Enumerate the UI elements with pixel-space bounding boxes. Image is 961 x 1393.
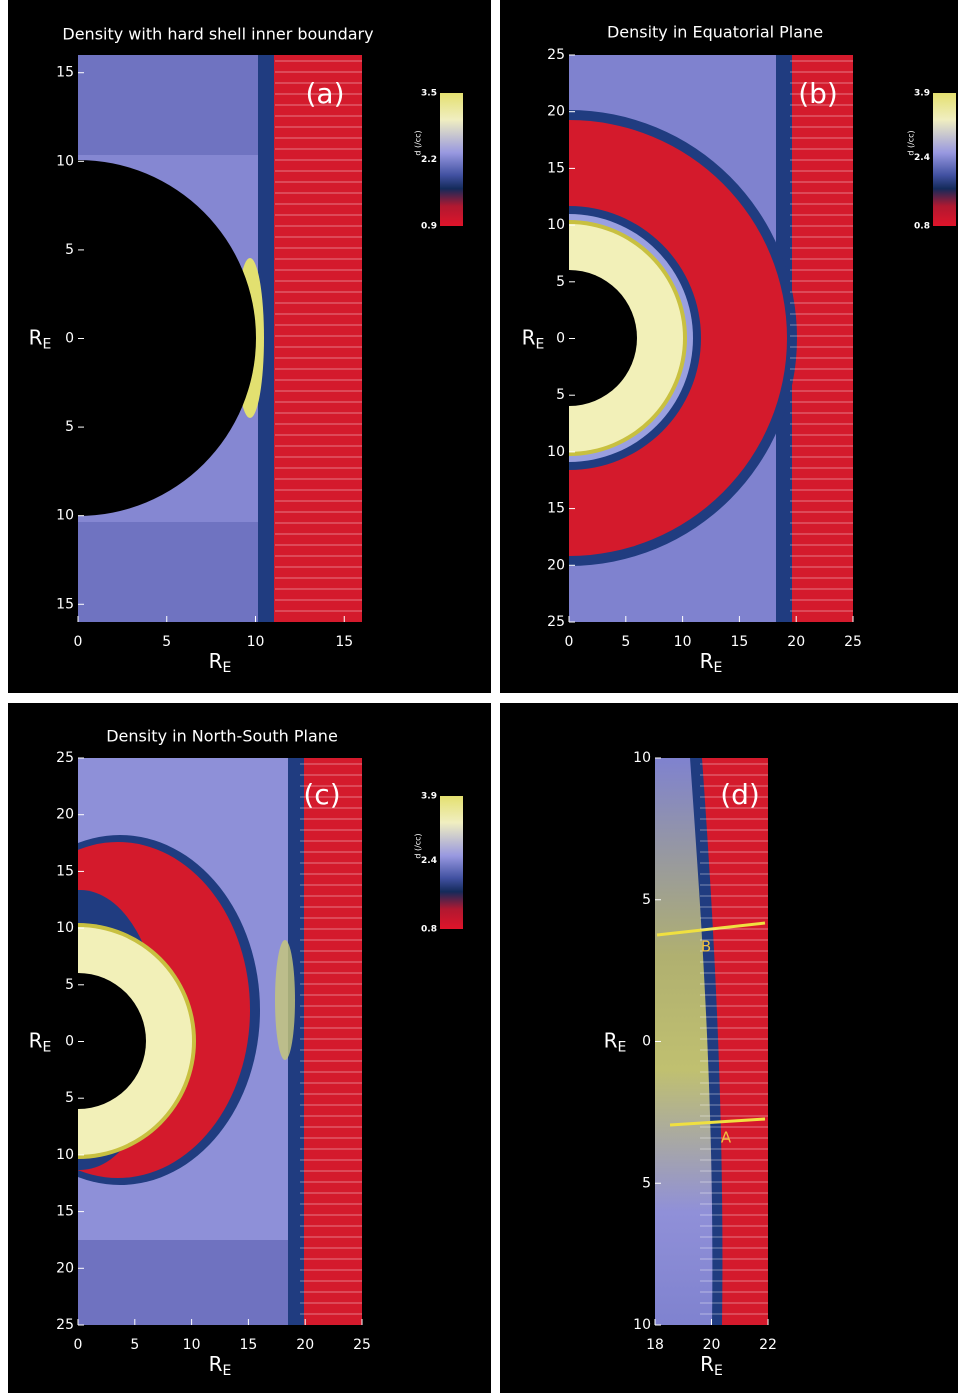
y-tick-label: 10 bbox=[56, 1147, 74, 1163]
colorbar-label: d (/cc) bbox=[414, 833, 423, 858]
colorbar-tick-label: 0.8 bbox=[914, 222, 930, 232]
y-tick-label: 5 bbox=[556, 274, 565, 290]
axis-label-sub: E bbox=[223, 1363, 232, 1379]
x-tick-label: 15 bbox=[335, 634, 353, 650]
x-tick-label: 25 bbox=[844, 634, 862, 650]
y-tick-label: 5 bbox=[642, 1175, 651, 1191]
axis-label-main: R bbox=[209, 649, 223, 673]
y-tick-label: 15 bbox=[56, 596, 74, 612]
y-tick-label: 10 bbox=[633, 750, 651, 766]
axis-label-main: R bbox=[29, 325, 43, 349]
y-tick-label: 15 bbox=[547, 501, 565, 517]
panel-label: (d) bbox=[720, 778, 760, 811]
y-tick-label: 20 bbox=[547, 557, 565, 573]
axis-label-main: R bbox=[209, 1352, 223, 1376]
chart-title: Density with hard shell inner boundary bbox=[62, 25, 373, 44]
y-tick-label: 25 bbox=[547, 614, 565, 630]
axis-label-main: R bbox=[700, 649, 714, 673]
y-tick-label: 15 bbox=[56, 863, 74, 879]
x-tick-label: 5 bbox=[162, 634, 171, 650]
colorbar-tick-label: 0.8 bbox=[421, 925, 437, 935]
colorbar-tick-label: 2.4 bbox=[421, 856, 437, 866]
y-tick-label: 5 bbox=[556, 387, 565, 403]
colorbar-label: d (/cc) bbox=[414, 130, 423, 155]
y-tick-label: 5 bbox=[65, 977, 74, 993]
y-tick-label: 15 bbox=[56, 1204, 74, 1220]
y-tick-label: 0 bbox=[65, 1034, 74, 1050]
x-tick-label: 25 bbox=[353, 1337, 371, 1353]
x-tick-label: 22 bbox=[759, 1337, 777, 1353]
panel-label: (b) bbox=[798, 77, 838, 110]
colorbar bbox=[440, 93, 463, 226]
axis-label-sub: E bbox=[223, 660, 232, 676]
colorbar-tick-label: 2.4 bbox=[914, 153, 930, 163]
colorbar-tick-label: 3.9 bbox=[914, 89, 930, 99]
y-tick-label: 10 bbox=[633, 1317, 651, 1333]
y-tick-label: 0 bbox=[65, 331, 74, 347]
x-tick-label: 20 bbox=[787, 634, 805, 650]
y-tick-label: 25 bbox=[56, 750, 74, 766]
field bbox=[655, 758, 768, 1325]
y-tick-label: 10 bbox=[56, 508, 74, 524]
axis-label-sub: E bbox=[714, 1363, 723, 1379]
x-tick-label: 10 bbox=[183, 1337, 201, 1353]
x-tick-label: 0 bbox=[74, 634, 83, 650]
colorbar-tick-label: 3.5 bbox=[421, 89, 437, 99]
axis-label-main: R bbox=[700, 1352, 714, 1376]
x-tick-label: 18 bbox=[646, 1337, 664, 1353]
colorbar-tick-label: 3.9 bbox=[421, 792, 437, 802]
x-tick-label: 20 bbox=[296, 1337, 314, 1353]
y-tick-label: 10 bbox=[56, 920, 74, 936]
y-tick-label: 0 bbox=[642, 1034, 651, 1050]
axis-label-main: R bbox=[29, 1028, 43, 1052]
panel-label: (a) bbox=[305, 77, 344, 110]
x-tick-label: 5 bbox=[621, 634, 630, 650]
axis-label-sub: E bbox=[714, 660, 723, 676]
y-tick-label: 10 bbox=[56, 153, 74, 169]
y-tick-label: 5 bbox=[65, 1090, 74, 1106]
chart-title: Density in Equatorial Plane bbox=[607, 23, 823, 42]
x-tick-label: 0 bbox=[74, 1337, 83, 1353]
y-tick-label: 25 bbox=[56, 1317, 74, 1333]
y-tick-label: 10 bbox=[547, 217, 565, 233]
y-tick-label: 10 bbox=[547, 444, 565, 460]
x-tick-label: 0 bbox=[565, 634, 574, 650]
y-tick-label: 15 bbox=[547, 160, 565, 176]
x-tick-label: 10 bbox=[674, 634, 692, 650]
colorbar-tick-label: 0.9 bbox=[421, 222, 437, 232]
figure: Density with hard shell inner boundary (a… bbox=[0, 0, 961, 1393]
colorbar bbox=[933, 93, 956, 226]
axis-label-sub: E bbox=[618, 1040, 627, 1056]
axis-label-main: R bbox=[604, 1028, 618, 1052]
axis-label-sub: E bbox=[43, 337, 52, 353]
colorbar-label: d (/cc) bbox=[907, 130, 916, 155]
annotation: A bbox=[721, 1129, 732, 1147]
x-tick-label: 5 bbox=[130, 1337, 139, 1353]
y-tick-label: 5 bbox=[65, 419, 74, 435]
colorbar bbox=[440, 796, 463, 929]
y-tick-label: 15 bbox=[56, 65, 74, 81]
y-tick-label: 25 bbox=[547, 47, 565, 63]
panel-label: (c) bbox=[303, 778, 340, 811]
x-tick-label: 10 bbox=[247, 634, 265, 650]
x-tick-label: 15 bbox=[239, 1337, 257, 1353]
y-tick-label: 20 bbox=[547, 104, 565, 120]
colorbar-tick-label: 2.2 bbox=[421, 155, 437, 165]
axis-label-sub: E bbox=[536, 337, 545, 353]
y-tick-label: 20 bbox=[56, 807, 74, 823]
y-tick-label: 20 bbox=[56, 1260, 74, 1276]
chart-title: Density in North-South Plane bbox=[106, 727, 338, 746]
y-tick-label: 5 bbox=[65, 242, 74, 258]
axis-label-sub: E bbox=[43, 1040, 52, 1056]
x-tick-label: 15 bbox=[730, 634, 748, 650]
axis-label-main: R bbox=[522, 325, 536, 349]
y-tick-label: 5 bbox=[642, 892, 651, 908]
y-tick-label: 0 bbox=[556, 331, 565, 347]
annotation: B bbox=[701, 938, 711, 956]
